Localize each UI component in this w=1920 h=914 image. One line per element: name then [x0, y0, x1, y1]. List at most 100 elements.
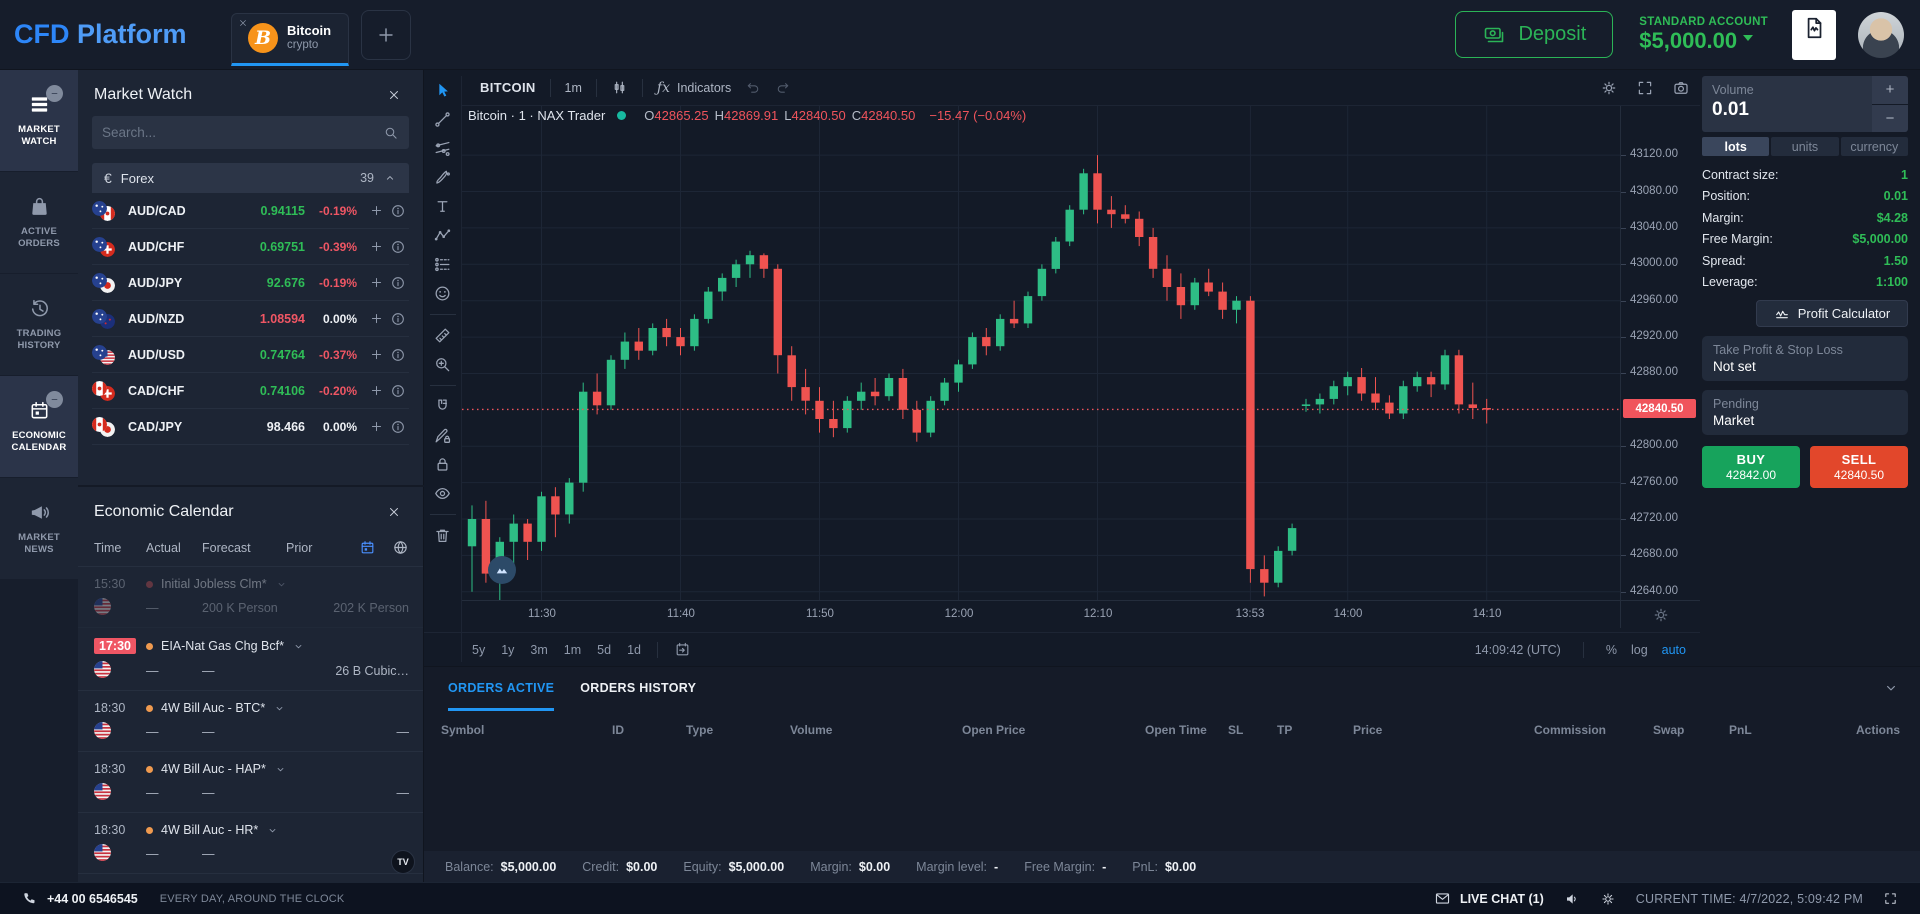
range-5y-button[interactable]: 5y — [472, 642, 486, 657]
range-1y-button[interactable]: 1y — [501, 642, 515, 657]
documents-button[interactable] — [1792, 9, 1836, 60]
market-watch-row[interactable]: AUD/USD 0.74764 -0.37% — [92, 337, 409, 373]
collapse-panel-badge[interactable] — [45, 84, 63, 102]
tool-trash-button[interactable] — [428, 521, 458, 550]
market-watch-row[interactable]: AUD/CAD 0.94115 -0.19% — [92, 193, 409, 229]
user-avatar[interactable] — [1858, 11, 1904, 58]
pair-info-button[interactable] — [387, 380, 409, 402]
calendar-view-icon[interactable] — [359, 539, 376, 556]
settings-icon[interactable] — [1600, 891, 1616, 907]
go-to-date-button[interactable] — [666, 638, 699, 661]
add-pair-button[interactable] — [365, 416, 387, 438]
market-watch-row[interactable]: AUD/NZD 1.08594 0.00% — [92, 301, 409, 337]
fullscreen-toggle-icon[interactable] — [1883, 891, 1898, 906]
range-1m-button[interactable]: 1m — [563, 642, 582, 657]
volume-increase-button[interactable]: + — [1872, 76, 1908, 104]
forex-group-header[interactable]: € Forex 39 — [92, 163, 409, 193]
tool-magnet-button[interactable] — [428, 392, 458, 421]
market-watch-row[interactable]: CAD/JPY 98.466 0.00% — [92, 409, 409, 445]
calendar-event-row[interactable]: 17:30 EIA-Nat Gas Chg Bcf* — — 26 B Cubi… — [78, 628, 423, 691]
pair-info-button[interactable] — [387, 344, 409, 366]
tool-cursor-button[interactable] — [428, 76, 458, 105]
tool-zoom-in-button[interactable] — [428, 350, 458, 379]
calendar-event-row[interactable]: 18:30 4W Bill Auc - BTC* — — — — [78, 691, 423, 752]
pending-order-box[interactable]: Pending Market — [1702, 390, 1908, 435]
add-pair-button[interactable] — [365, 200, 387, 222]
scale-auto-button[interactable]: auto — [1661, 642, 1686, 657]
chart-clock[interactable]: 14:09:42 (UTC) — [1474, 642, 1561, 657]
tool-text-button[interactable] — [428, 192, 458, 221]
timeframe-button[interactable]: 1m — [564, 80, 582, 95]
volume-input[interactable]: Volume 0.01 — [1702, 76, 1872, 132]
search-box[interactable] — [92, 116, 409, 149]
sidebar-item-market-watch[interactable]: MARKET WATCH — [0, 70, 78, 171]
tool-fib-button[interactable] — [428, 134, 458, 163]
unit-tab-currency[interactable]: currency — [1840, 137, 1908, 156]
market-watch-row[interactable]: CAD/CHF 0.74106 -0.20% — [92, 373, 409, 409]
price-axis[interactable]: 43120.00 43080.00 43040.00 43000.00 42960.00… — [1620, 106, 1700, 600]
calendar-event-row[interactable]: 15:30 Initial Jobless Clm* — 200 K Perso… — [78, 567, 423, 628]
range-3m-button[interactable]: 3m — [530, 642, 548, 657]
add-pair-button[interactable] — [365, 380, 387, 402]
add-pair-button[interactable] — [365, 308, 387, 330]
candlestick-chart[interactable] — [462, 106, 1620, 600]
orders-tab-orders-history[interactable]: ORDERS HISTORY — [580, 680, 697, 695]
pair-info-button[interactable] — [387, 236, 409, 258]
range-1d-button[interactable]: 1d — [627, 642, 641, 657]
sidebar-item-active-orders[interactable]: ACTIVE ORDERS — [0, 172, 78, 273]
sidebar-item-trading-history[interactable]: TRADING HISTORY — [0, 274, 78, 375]
current-price-tag[interactable]: 42840.50 — [1623, 399, 1696, 418]
add-pair-button[interactable] — [365, 236, 387, 258]
chart-watermark-logo[interactable] — [488, 556, 516, 584]
economic-calendar-close-icon[interactable] — [387, 505, 401, 519]
axis-settings-corner[interactable] — [1620, 600, 1700, 628]
volume-decrease-button[interactable]: − — [1872, 104, 1908, 132]
tool-draw-lock-button[interactable] — [428, 421, 458, 450]
sell-button[interactable]: SELL 42840.50 — [1810, 446, 1908, 488]
tool-emoji-button[interactable] — [428, 279, 458, 308]
sound-icon[interactable] — [1564, 891, 1580, 907]
tool-pattern-button[interactable] — [428, 221, 458, 250]
orders-tab-orders-active[interactable]: ORDERS ACTIVE — [448, 667, 555, 711]
instrument-tab-bitcoin[interactable]: B Bitcoin crypto — [230, 12, 349, 66]
collapse-panel-badge[interactable] — [45, 390, 63, 408]
tool-eye-button[interactable] — [428, 479, 458, 508]
fullscreen-icon[interactable] — [1636, 79, 1654, 97]
chart-settings-icon[interactable] — [1600, 79, 1618, 97]
tab-close-icon[interactable] — [238, 18, 248, 28]
calendar-event-row[interactable]: 18:30 4W Bill Auc - HR* — — — — [78, 813, 423, 874]
pair-info-button[interactable] — [387, 308, 409, 330]
tool-brush-button[interactable] — [428, 163, 458, 192]
take-profit-stop-loss-box[interactable]: Take Profit & Stop Loss Not set — [1702, 336, 1908, 381]
unit-tab-lots[interactable]: lots — [1702, 137, 1770, 156]
deposit-button[interactable]: Deposit — [1455, 11, 1614, 58]
tool-lock-button[interactable] — [428, 450, 458, 479]
sidebar-item-economic-calendar[interactable]: ECONOMIC CALENDAR — [0, 376, 78, 477]
candle-style-button[interactable] — [611, 79, 628, 96]
unit-tab-units[interactable]: units — [1771, 137, 1839, 156]
screenshot-icon[interactable] — [1672, 79, 1690, 97]
market-watch-row[interactable]: AUD/CHF 0.69751 -0.39% — [92, 229, 409, 265]
add-pair-button[interactable] — [365, 272, 387, 294]
buy-button[interactable]: BUY 42842.00 — [1702, 446, 1800, 488]
range-5d-button[interactable]: 5d — [597, 642, 612, 657]
tool-forecast-button[interactable] — [428, 250, 458, 279]
tool-ruler-button[interactable] — [428, 321, 458, 350]
pair-info-button[interactable] — [387, 200, 409, 222]
account-selector[interactable]: STANDARD ACCOUNT $5,000.00 — [1639, 16, 1768, 54]
pair-info-button[interactable] — [387, 416, 409, 438]
time-axis[interactable]: 11:30 11:40 11:50 12:00 12:10 13:53 14:00 14:10 — [462, 600, 1620, 628]
scale-log-button[interactable]: log — [1630, 642, 1648, 657]
timezone-globe-icon[interactable] — [392, 539, 409, 556]
collapse-orders-icon[interactable] — [1882, 679, 1900, 697]
sidebar-item-market-news[interactable]: MARKET NEWS — [0, 478, 78, 579]
tradingview-badge[interactable]: TV — [391, 850, 415, 874]
undo-button[interactable] — [745, 80, 761, 96]
add-pair-button[interactable] — [365, 344, 387, 366]
redo-button[interactable] — [775, 80, 791, 96]
pair-info-button[interactable] — [387, 272, 409, 294]
add-tab-button[interactable] — [360, 9, 411, 60]
search-input[interactable] — [102, 125, 383, 140]
scale-%-button[interactable]: % — [1605, 642, 1617, 657]
calendar-event-row[interactable]: 18:30 4W Bill Auc - HAP* — — — — [78, 752, 423, 813]
